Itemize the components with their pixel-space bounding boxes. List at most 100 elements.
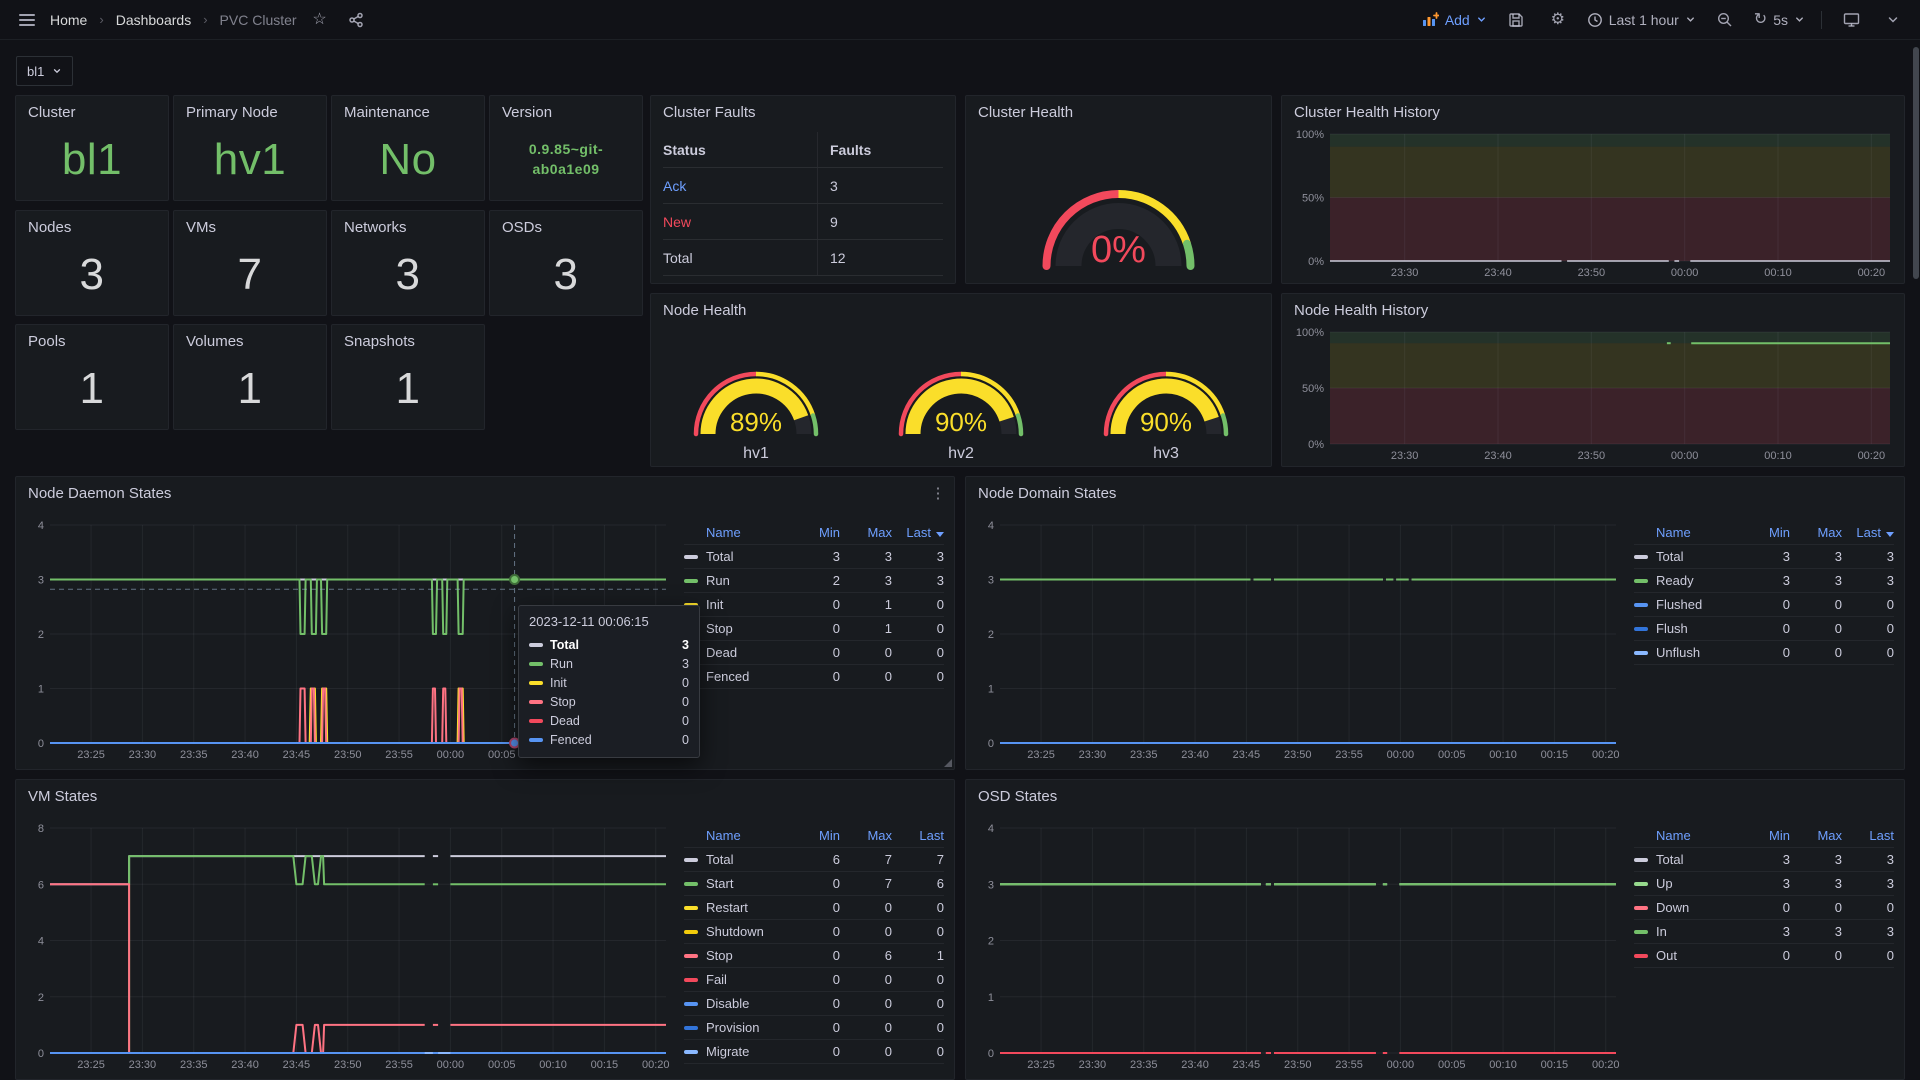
menu-icon[interactable] <box>14 7 40 33</box>
svg-text:23:40: 23:40 <box>1181 1059 1209 1071</box>
svg-text:2: 2 <box>38 629 44 641</box>
panel-title: Cluster Health History <box>1294 104 1440 121</box>
refresh-icon: ↻ <box>1753 10 1768 28</box>
legend-header[interactable]: Name Min Max Last <box>1634 824 1894 848</box>
legend-series-name[interactable]: Fail <box>706 972 727 987</box>
variable-selector[interactable]: bl1 <box>16 56 74 86</box>
legend-row: Ready 3 3 3 <box>1634 569 1894 593</box>
vm-states-chart[interactable]: 23:25 23:30 23:35 23:40 23:45 23:50 23:55 00:00… <box>24 820 674 1073</box>
stat-value: 7 <box>237 250 263 299</box>
svg-text:4: 4 <box>988 520 994 532</box>
legend-series-name[interactable]: Total <box>1656 852 1684 867</box>
legend-series-name[interactable]: Stop <box>706 621 733 636</box>
legend-series-name[interactable]: Total <box>1656 549 1684 564</box>
legend-row: Total 3 3 3 <box>1634 848 1894 872</box>
legend-series-name[interactable]: Total <box>706 549 734 564</box>
series-color-swatch <box>684 1049 698 1054</box>
tooltip-row: Init 0 <box>529 673 689 692</box>
series-color-swatch <box>684 1001 698 1006</box>
svg-text:23:55: 23:55 <box>1335 1059 1363 1071</box>
chevron-down-icon[interactable] <box>1880 7 1906 33</box>
star-icon[interactable]: ☆ <box>307 7 333 33</box>
legend-header[interactable]: Name Min Max Last <box>684 824 944 848</box>
svg-text:23:30: 23:30 <box>1391 450 1419 462</box>
save-icon[interactable] <box>1503 7 1529 33</box>
svg-text:23:50: 23:50 <box>1284 749 1312 761</box>
refresh-interval-label: 5s <box>1773 11 1788 28</box>
series-color-swatch <box>1634 905 1648 910</box>
stat-value: 3 <box>395 250 421 299</box>
panel-node-domain-states: Node Domain States 23:25 23:30 23:35 23:40 2… <box>965 476 1905 770</box>
stat-value: 3 <box>79 250 105 299</box>
svg-text:23:30: 23:30 <box>1079 749 1107 761</box>
series-color-swatch <box>684 929 698 934</box>
svg-text:4: 4 <box>38 936 44 948</box>
breadcrumb-dashboards[interactable]: Dashboards <box>115 11 192 28</box>
legend-series-name[interactable]: Provision <box>706 1020 760 1035</box>
svg-text:23:30: 23:30 <box>129 1059 157 1071</box>
svg-text:00:05: 00:05 <box>488 1059 516 1071</box>
panel-title: Networks <box>344 219 407 236</box>
svg-text:89%: 89% <box>730 407 782 437</box>
svg-text:00:05: 00:05 <box>1438 749 1466 761</box>
legend-row: Flush 0 0 0 <box>1634 617 1894 641</box>
breadcrumb: Home › Dashboards › PVC Cluster ☆ <box>14 7 369 33</box>
svg-text:23:50: 23:50 <box>334 749 362 761</box>
share-icon[interactable] <box>343 7 369 33</box>
legend-series-name[interactable]: Fenced <box>706 669 750 684</box>
sort-caret-icon <box>936 532 944 537</box>
scrollbar-thumb[interactable] <box>1913 47 1919 279</box>
time-range-picker[interactable]: Last 1 hour <box>1587 12 1696 28</box>
stat-value: No <box>379 135 437 184</box>
legend-series-name[interactable]: Disable <box>706 996 750 1011</box>
legend-series-name[interactable]: Shutdown <box>706 924 764 939</box>
chart-tooltip: 2023-12-11 00:06:15 Total 3 Run 3 Init 0 Stop 0… <box>518 605 700 758</box>
svg-text:1: 1 <box>38 684 44 696</box>
legend-series-name[interactable]: Flushed <box>1656 597 1703 612</box>
svg-text:23:25: 23:25 <box>1027 749 1055 761</box>
svg-text:00:00: 00:00 <box>437 1059 465 1071</box>
svg-text:00:15: 00:15 <box>1541 749 1569 761</box>
chevron-down-icon <box>54 69 61 74</box>
zoom-out-icon[interactable] <box>1712 7 1738 33</box>
svg-text:100%: 100% <box>1296 129 1324 141</box>
svg-text:6: 6 <box>38 879 44 891</box>
svg-text:23:50: 23:50 <box>334 1059 362 1071</box>
faults-table-header: Status Faults <box>663 132 943 168</box>
tooltip-row: Dead 0 <box>529 711 689 730</box>
legend-series-name[interactable]: Run <box>706 573 730 588</box>
legend-header[interactable]: Name Min Max Last <box>684 521 944 545</box>
legend-series-name[interactable]: Restart <box>706 900 748 915</box>
legend-series-name[interactable]: Down <box>1656 900 1690 915</box>
legend-series-name[interactable]: Flush <box>1656 621 1688 636</box>
legend-series-name[interactable]: Total <box>706 852 734 867</box>
legend-series-name[interactable]: Dead <box>706 645 738 660</box>
legend-series-name[interactable]: Init <box>706 597 724 612</box>
svg-text:3: 3 <box>38 575 44 587</box>
breadcrumb-home[interactable]: Home <box>50 11 88 28</box>
legend-series-name[interactable]: In <box>1656 924 1667 939</box>
legend-series-name[interactable]: Unflush <box>1656 645 1701 660</box>
kiosk-mode-icon[interactable] <box>1838 7 1864 33</box>
panel-resize-handle[interactable] <box>944 759 952 767</box>
legend-row: Migrate 0 0 0 <box>684 1040 944 1064</box>
svg-text:100%: 100% <box>1296 327 1324 339</box>
legend-row: Run 2 3 3 <box>684 569 944 593</box>
legend-series-name[interactable]: Out <box>1656 948 1677 963</box>
refresh-picker[interactable]: ↻ 5s <box>1753 10 1805 28</box>
legend-series-name[interactable]: Up <box>1656 876 1673 891</box>
panel-title: Node Daemon States <box>28 485 172 502</box>
node-health-history-chart[interactable]: 23:30 23:40 23:50 00:00 00:10 00:20 0% 50% 100% <box>1288 324 1898 464</box>
osd-states-chart[interactable]: 23:25 23:30 23:35 23:40 23:45 23:50 23:55 00:00… <box>974 820 1624 1073</box>
gear-icon[interactable]: ⚙ <box>1545 7 1571 33</box>
node-domain-states-chart[interactable]: 23:25 23:30 23:35 23:40 23:45 23:50 23:55 00:00… <box>974 517 1624 763</box>
legend-header[interactable]: Name Min Max Last <box>1634 521 1894 545</box>
legend-series-name[interactable]: Start <box>706 876 734 891</box>
panel-menu-icon[interactable]: ⋮ <box>928 483 948 503</box>
add-button[interactable]: Add <box>1422 12 1487 28</box>
legend-series-name[interactable]: Ready <box>1656 573 1694 588</box>
cluster-health-history-chart[interactable]: 23:30 23:40 23:50 00:00 00:10 00:20 0% 50% 100% <box>1288 126 1898 281</box>
legend-series-name[interactable]: Stop <box>706 948 733 963</box>
legend-series-name[interactable]: Migrate <box>706 1044 750 1059</box>
legend-row: Fenced 0 0 0 <box>684 665 944 689</box>
